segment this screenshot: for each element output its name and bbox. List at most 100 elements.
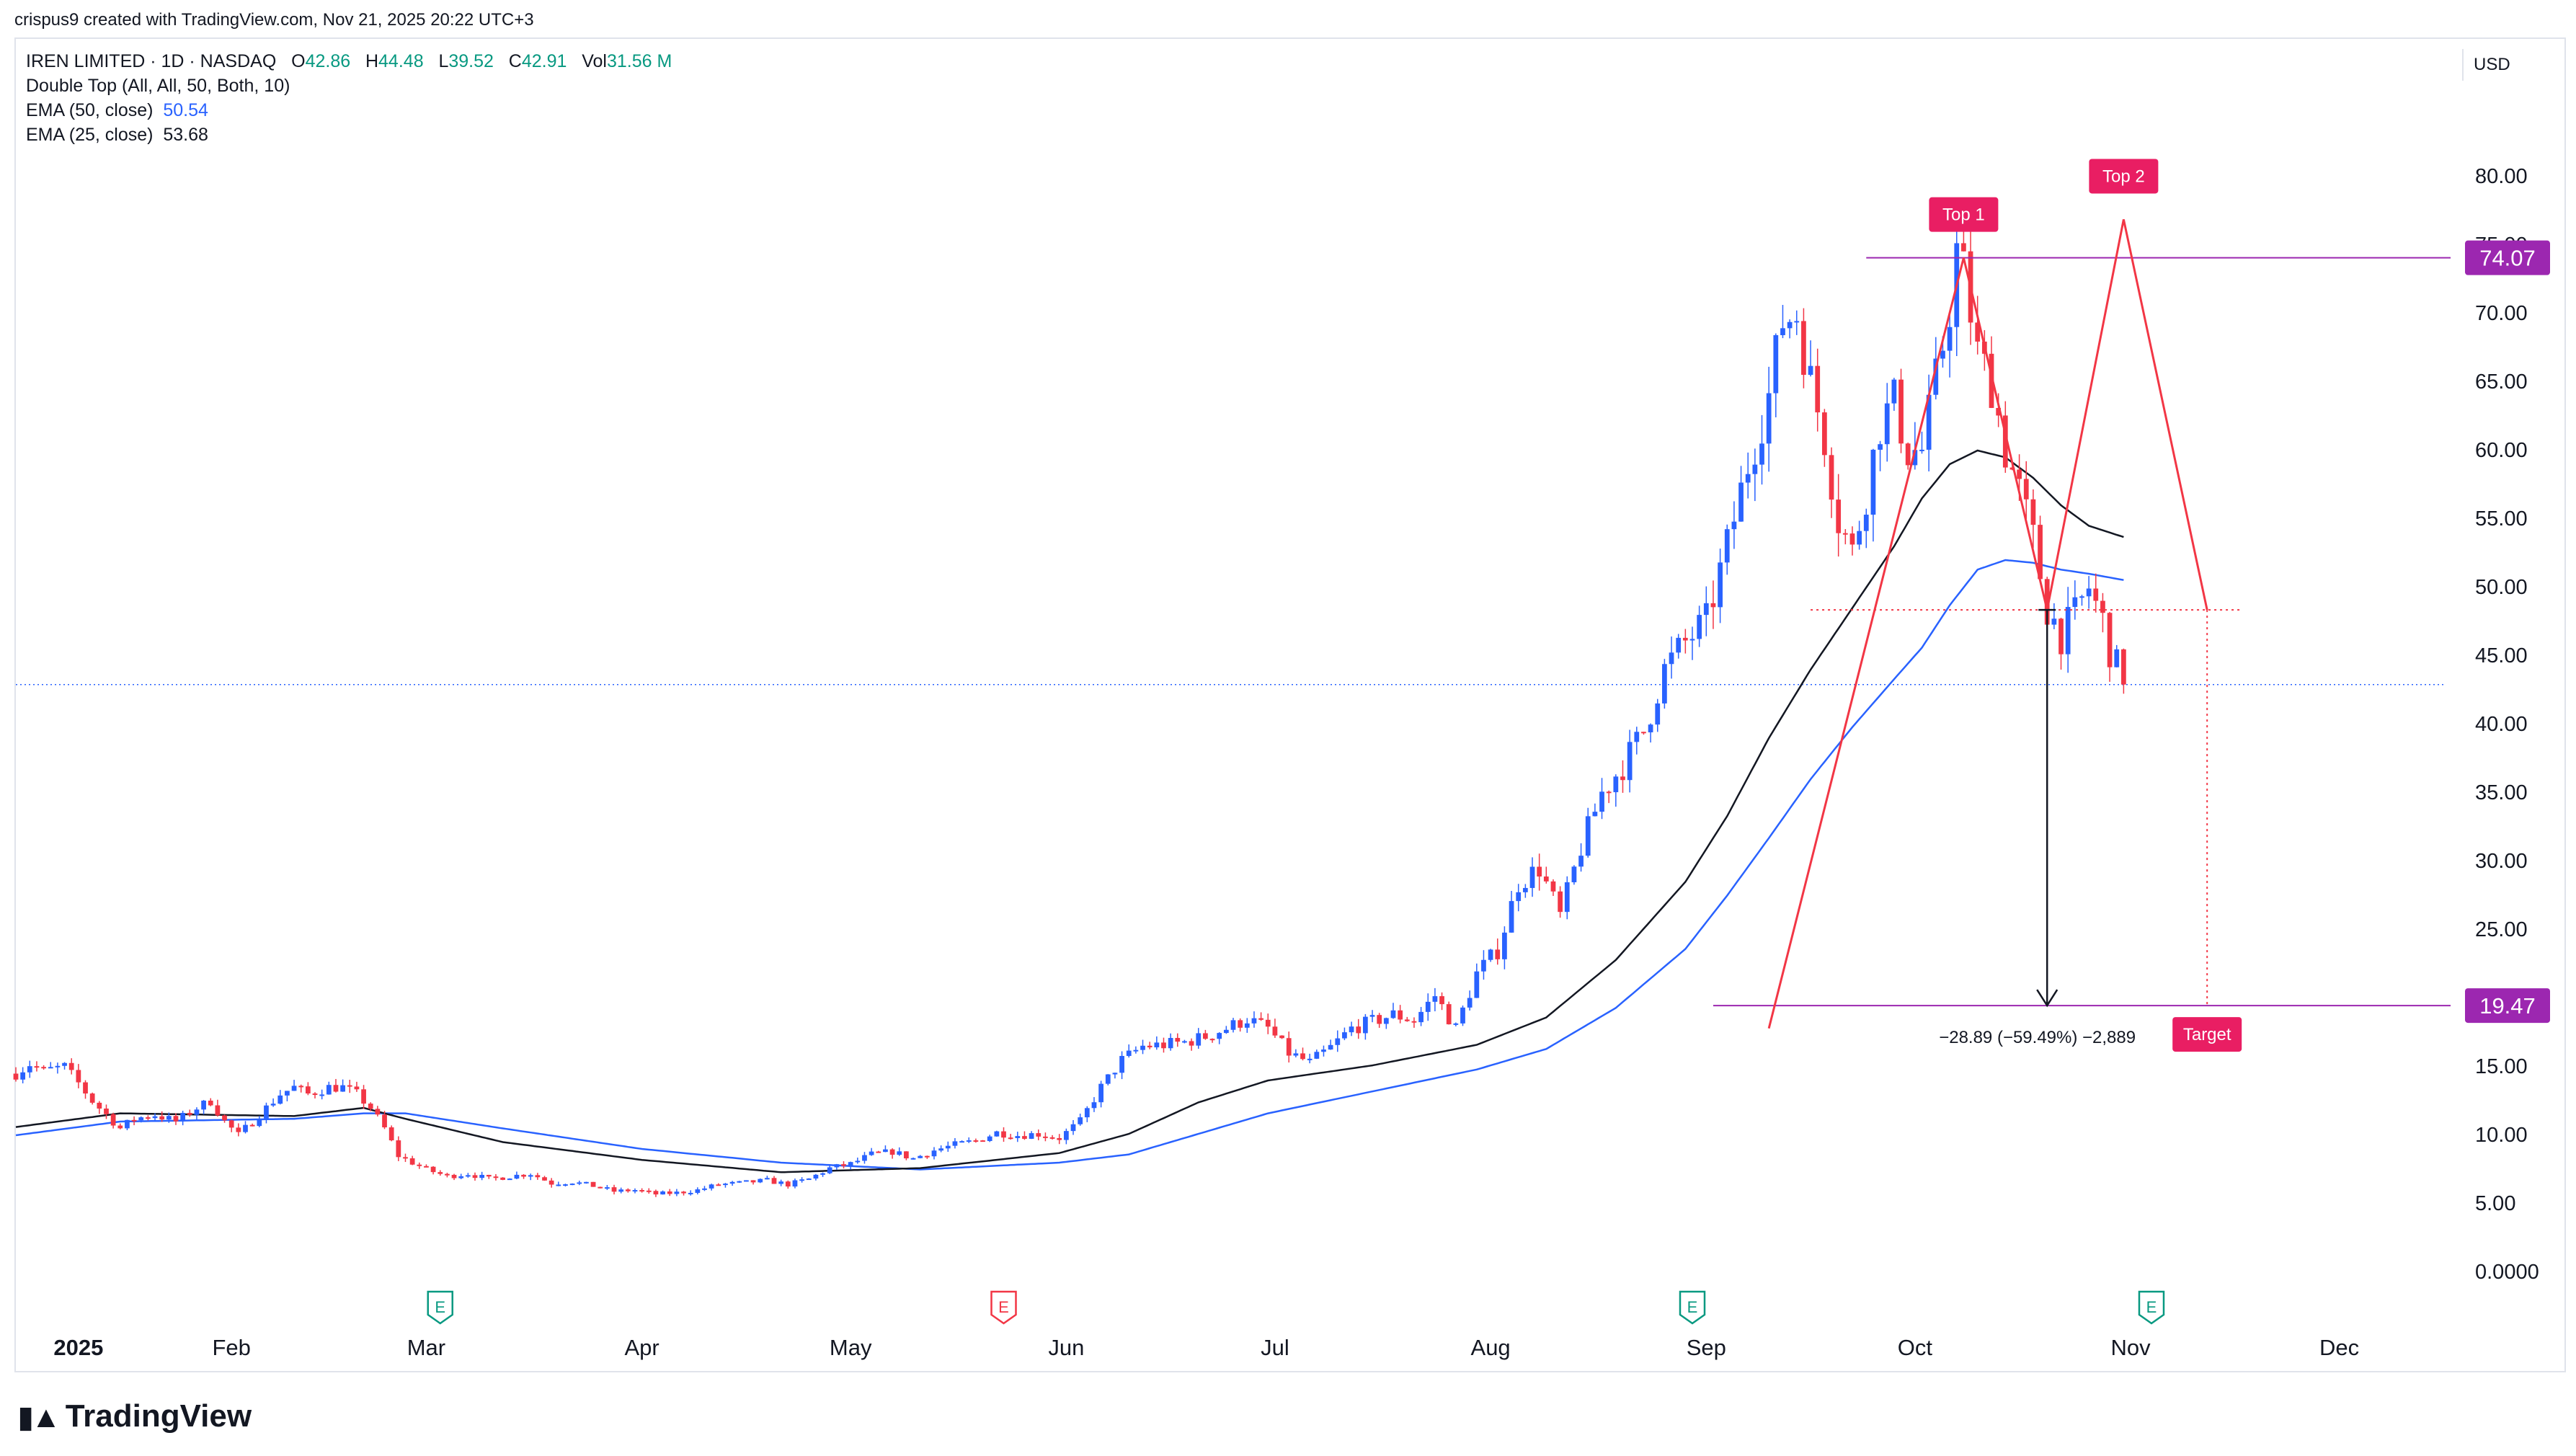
price-axis-label [2465,988,2550,1024]
candle-body [1752,464,1758,474]
ema25-indicator[interactable]: EMA (25, close) 53.68 [26,123,672,147]
candle-body [966,1140,972,1142]
ema50-indicator[interactable]: EMA (50, close) 50.54 [26,98,672,123]
candle-body [1154,1042,1160,1048]
candle-body [1849,533,1855,545]
candle-body [723,1184,728,1186]
candle-body [758,1178,763,1183]
candle-body [764,1178,770,1180]
candle-body [201,1100,206,1110]
candle-body [264,1105,269,1120]
candle-body [215,1105,221,1116]
candle-body [869,1151,874,1155]
candle-body [2079,596,2084,598]
y-tick-label: 65.00 [2475,370,2528,394]
candle-body [2114,649,2120,667]
candle-body [117,1125,123,1129]
y-tick-label: 15.00 [2475,1055,2528,1078]
double-top-indicator[interactable]: Double Top (All, All, 50, Both, 10) [26,74,672,98]
candle-body [584,1181,589,1184]
candle-body [1175,1038,1181,1042]
candle-body [1217,1033,1222,1039]
candle-body [1168,1038,1173,1049]
y-tick-label: 25.00 [2475,918,2528,941]
candle-body [326,1085,332,1095]
candle-body [1912,450,1918,466]
candle-body [1105,1074,1111,1084]
candle-body [1049,1137,1055,1139]
candle-body [110,1114,116,1126]
candle-body [173,1116,179,1122]
candle-body [1842,533,1848,535]
candle-body [1550,881,1556,892]
candle-body [625,1189,631,1191]
candle-body [1620,776,1625,781]
candle-body [1008,1137,1013,1140]
candle-body [270,1104,276,1106]
candle-body [646,1190,652,1192]
candle-body [458,1176,464,1178]
candle-body [1919,449,1924,451]
symbol-title[interactable]: IREN LIMITED · 1D · NASDAQ [26,51,277,71]
x-tick-label: Oct [1898,1335,1933,1360]
candle-body [521,1174,526,1177]
candle-body [1022,1136,1027,1139]
candle-body [1641,732,1646,734]
candle-body [1279,1035,1284,1039]
candle-body [76,1070,81,1083]
candle-body [1808,365,1813,376]
candle-body [1300,1053,1305,1060]
candle-body [1001,1131,1006,1138]
candle-body [535,1175,541,1178]
candle-body [980,1140,985,1142]
measure-arrowhead [2036,989,2058,1008]
candle-body [1063,1131,1069,1140]
tradingview-logo[interactable]: ▮▲ TradingView [17,1398,252,1434]
candle-body [827,1167,832,1173]
candle-body [1606,791,1612,794]
candle-body [1098,1083,1104,1103]
candle-body [1662,664,1667,703]
candle-body [1592,812,1598,817]
candle-body [688,1192,693,1194]
price-axis-label [2465,240,2550,275]
candle-body [1857,531,1862,545]
candle-body [1682,637,1688,641]
chart-frame [14,37,2566,1372]
candle-body [1349,1026,1354,1033]
candle-body [1516,892,1522,902]
candle-body [493,1176,499,1178]
candle-body [848,1162,853,1166]
candle-body [1891,379,1897,404]
candle-body [681,1191,686,1194]
currency-selector[interactable]: USD [2462,49,2521,81]
candle-body [709,1184,714,1189]
candle-body [1794,321,1800,323]
candle-body [1648,724,1653,733]
candle-body [918,1155,923,1158]
candle-body [1829,455,1834,500]
candle-body [1272,1026,1278,1036]
y-tick-label: 35.00 [2475,781,2528,804]
candle-body [48,1067,53,1069]
candle-body [1203,1033,1208,1039]
ema25-label: EMA (25, close) [26,125,154,145]
logo-text: TradingView [65,1398,252,1434]
candle-body [702,1188,707,1190]
candle-body [1724,529,1730,563]
y-tick-label: 70.00 [2475,302,2528,325]
earnings-icon [427,1290,453,1325]
candle-body [2121,649,2126,685]
candle-body [243,1124,248,1132]
candle-body [1314,1052,1320,1059]
candle-body [1140,1045,1145,1050]
candle-body [528,1175,533,1177]
earnings-icon [990,1290,1017,1325]
candle-body [632,1190,638,1192]
y-tick-label: 50.00 [2475,576,2528,599]
candle-body [2030,499,2036,525]
close-value: 42.91 [521,51,567,71]
candle-body [737,1181,742,1183]
candle-body [1558,891,1563,913]
